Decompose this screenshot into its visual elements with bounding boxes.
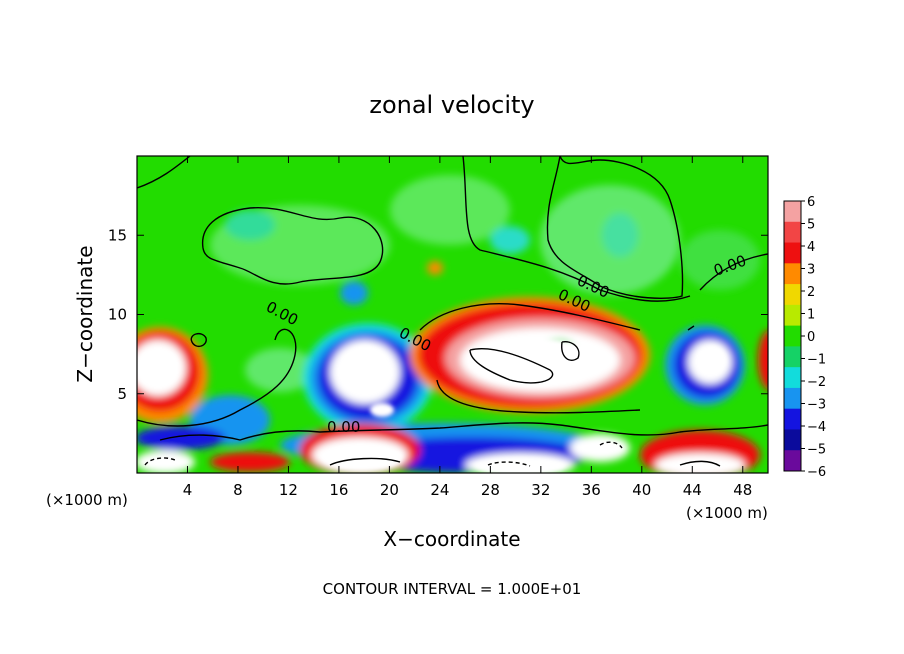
colorbar-swatch (784, 429, 801, 451)
colorbar-swatch (784, 408, 801, 430)
colorbar-label: −6 (807, 465, 826, 480)
colorbar-label: −3 (807, 398, 826, 413)
contour-interval-note: CONTOUR INTERVAL = 1.000E+01 (323, 580, 582, 598)
colorbar-swatch (784, 221, 801, 244)
x-tick-label: 24 (430, 481, 449, 499)
colorbar-swatch (784, 201, 801, 223)
y-tick-label: 5 (117, 385, 127, 403)
x-unit-right: (×1000 m) (686, 504, 768, 522)
x-tick-label: 12 (279, 481, 298, 499)
colorbar-swatch (784, 325, 801, 347)
x-tick-label: 16 (329, 481, 348, 499)
colorbar-swatch (784, 387, 801, 410)
chart-title: zonal velocity (369, 91, 534, 119)
x-unit-left: (×1000 m) (46, 491, 128, 509)
colorbar-swatch (784, 284, 801, 306)
x-tick-label: 40 (632, 481, 651, 499)
colorbar-swatch (784, 242, 801, 264)
colorbar-label: −2 (807, 375, 826, 390)
x-tick-label: 32 (531, 481, 550, 499)
colorbar-swatch (784, 367, 801, 389)
x-tick-label: 8 (233, 481, 243, 499)
contour-lines (137, 156, 768, 467)
y-axis: 5 10 15 (108, 226, 768, 403)
colorbar-swatch (784, 346, 801, 368)
x-tick-label: 4 (183, 481, 193, 499)
colorbar: 6 5 4 3 2 1 0 −1 −2 −3 −4 −5 −6 (783, 195, 826, 480)
colorbar-label: 6 (807, 195, 815, 210)
colorbar-label: −5 (807, 443, 826, 458)
heatmap-field (137, 156, 768, 473)
colorbar-label: 3 (807, 263, 815, 278)
contour-label: 0.00 (327, 418, 360, 436)
colorbar-label: −4 (807, 420, 826, 435)
colorbar-label: 1 (807, 308, 815, 323)
x-tick-label: 36 (582, 481, 601, 499)
colorbar-label: 0 (807, 330, 815, 345)
y-axis-label: Z−coordinate (73, 245, 97, 382)
x-axis: 4 8 12 16 20 24 28 32 36 40 44 48 (183, 156, 752, 499)
x-tick-label: 28 (481, 481, 500, 499)
colorbar-label: 2 (807, 285, 815, 300)
colorbar-label: 4 (807, 240, 815, 255)
field-cores (138, 338, 726, 473)
x-tick-label: 20 (380, 481, 399, 499)
x-tick-label: 48 (733, 481, 752, 499)
x-tick-label: 44 (683, 481, 702, 499)
colorbar-label: 5 (807, 218, 815, 233)
y-tick-label: 10 (108, 306, 127, 324)
colorbar-swatch (784, 304, 801, 327)
colorbar-swatch (784, 263, 801, 285)
y-tick-label: 15 (108, 226, 127, 244)
x-axis-label: X−coordinate (383, 527, 520, 551)
colorbar-swatch (784, 450, 801, 472)
colorbar-label: −1 (807, 353, 826, 368)
